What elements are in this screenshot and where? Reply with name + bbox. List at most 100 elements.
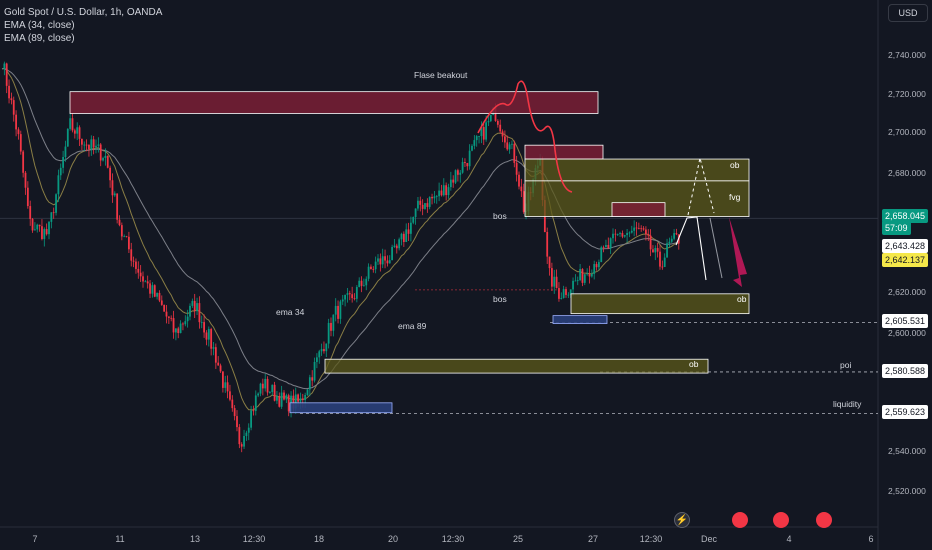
candle-body (170, 317, 173, 319)
candle-body (402, 233, 405, 243)
candle-body (445, 185, 448, 196)
liquidity-label: liquidity (833, 399, 862, 409)
candle-body (299, 398, 302, 402)
candle-body (125, 236, 128, 238)
candle-body (95, 145, 97, 148)
ema34-line (1, 67, 679, 411)
candle-body (236, 416, 238, 428)
candle-body (45, 229, 48, 235)
candle-body (231, 399, 234, 409)
candle-body (203, 322, 205, 333)
candle-body (555, 276, 558, 289)
candle-body (482, 127, 485, 140)
x-tick: 4 (786, 534, 792, 544)
candle-body (167, 316, 170, 318)
candle-body (142, 276, 144, 282)
candle-body (123, 236, 126, 238)
fvg-label: fvg (729, 192, 741, 202)
candle-body (137, 268, 140, 273)
candle-body (461, 162, 464, 173)
candle-body (602, 247, 605, 249)
candle-body (34, 229, 36, 231)
candle-body (407, 229, 410, 234)
us-flag-event-icon[interactable] (732, 512, 748, 528)
us-flag-event-icon[interactable] (773, 512, 789, 528)
y-tick: 2,520.000 (888, 486, 926, 496)
candle-body (659, 251, 661, 267)
candle-body (501, 131, 504, 137)
candle-body (301, 398, 304, 401)
candle-body (374, 261, 377, 270)
currency-button[interactable]: USD (888, 4, 928, 22)
ema89-legend[interactable]: EMA (89, close) (4, 33, 75, 44)
supply-zone-box (611, 202, 666, 217)
candle-body (191, 300, 194, 306)
x-tick: 13 (189, 534, 201, 544)
poi-label: poi (840, 360, 852, 370)
candle-body (229, 391, 231, 400)
candle-body (69, 118, 72, 129)
candle-body (26, 187, 29, 207)
candle-body (71, 118, 74, 131)
projection-path-dashed (687, 157, 715, 216)
candle-body (496, 120, 499, 125)
candle-body (513, 143, 516, 163)
candle-body (41, 226, 43, 239)
candle-body (88, 144, 90, 150)
candle-body (308, 377, 311, 390)
candle-body (590, 273, 593, 277)
lightning-event-icon[interactable]: ⚡ (674, 512, 690, 528)
candle-body (652, 249, 654, 253)
x-tick: 11 (115, 534, 125, 544)
projection-path-grey (709, 217, 723, 279)
candle-body (339, 301, 342, 319)
candle-body (605, 244, 607, 248)
candle-body (370, 266, 372, 270)
ema34-legend[interactable]: EMA (34, close) (4, 20, 75, 31)
candle-body (29, 206, 32, 219)
candle-body (139, 272, 142, 277)
candle-body (177, 328, 180, 334)
candle-body (269, 392, 271, 393)
candle-body (546, 231, 549, 257)
candle-body (165, 311, 168, 317)
candle-body (440, 190, 443, 196)
candle-body (182, 323, 184, 325)
candle-body (551, 268, 553, 287)
candle-body (160, 300, 163, 305)
candle-body (565, 289, 567, 295)
candle-body (442, 185, 445, 196)
candle-body (102, 157, 104, 161)
candle-body (85, 144, 88, 146)
candle-body (311, 377, 314, 381)
supply-zone-box (69, 91, 599, 114)
candle-body (511, 143, 513, 145)
y-tick: 2,620.000 (888, 287, 926, 297)
candle-body (581, 269, 584, 283)
us-flag-event-icon[interactable] (816, 512, 832, 528)
symbol-title[interactable]: Gold Spot / U.S. Dollar, 1h, OANDA (4, 7, 163, 18)
candle-body (426, 203, 429, 207)
candle-body (193, 300, 196, 312)
candle-body (266, 378, 269, 393)
candle-body (548, 256, 551, 269)
candle-body (649, 235, 652, 250)
candle-body (562, 289, 565, 298)
candle-body (116, 193, 119, 220)
candle-body (297, 394, 299, 402)
candle-body (506, 142, 509, 150)
candle-body (341, 299, 344, 302)
candle-body (323, 349, 325, 352)
candle-body (494, 107, 497, 121)
candle-body (673, 233, 675, 239)
candle-body (250, 410, 252, 428)
candle-body (473, 140, 476, 146)
x-tick: 12:30 (242, 534, 266, 544)
candle-body (367, 266, 370, 279)
candle-body (66, 128, 69, 147)
candle-body (306, 389, 309, 396)
candle-body (508, 144, 511, 150)
candle-body (179, 323, 182, 334)
ema89-label: ema 89 (398, 321, 427, 331)
